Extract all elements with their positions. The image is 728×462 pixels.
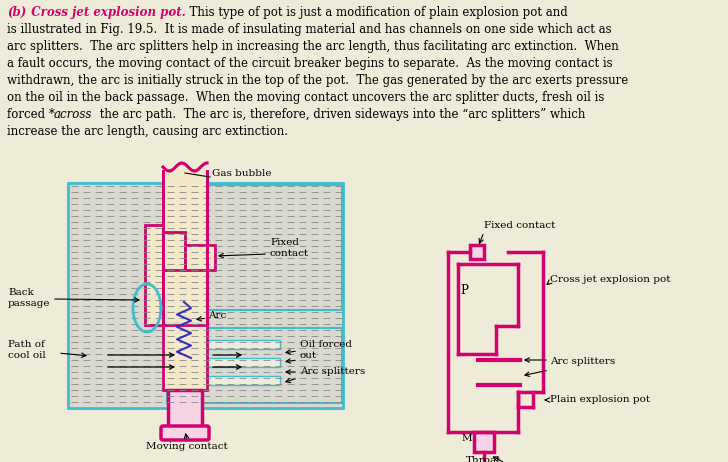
Text: Plain explosion pot: Plain explosion pot [550,395,650,405]
Text: This type of pot is just a modification of plain explosion pot and: This type of pot is just a modification … [182,6,568,19]
Text: Cross jet explosion pot: Cross jet explosion pot [550,275,670,285]
Text: withdrawn, the arc is initially struck in the top of the pot.  The gas generated: withdrawn, the arc is initially struck i… [7,74,628,87]
Bar [68,183,343,408]
Text: Arc splitters: Arc splitters [550,358,615,366]
Bar [474,432,494,452]
Bar [163,167,207,322]
Bar [163,325,207,390]
Text: Path of
cool oil: Path of cool oil [8,340,46,360]
Text: Arc: Arc [208,311,226,321]
Text: forced *: forced * [7,108,55,121]
Bar [168,390,202,428]
Text: Gas bubble: Gas bubble [212,170,272,178]
Text: Arc splitters: Arc splitters [300,367,365,377]
Text: Oil forced
out: Oil forced out [300,340,352,360]
Text: Fixed
contact: Fixed contact [270,238,309,258]
Text: (b): (b) [7,6,26,19]
Text: Fixed contact: Fixed contact [484,221,555,230]
Text: is illustrated in Fig. 19.5.  It is made of insulating material and has channels: is illustrated in Fig. 19.5. It is made … [7,23,612,36]
Text: a fault occurs, the moving contact of the circuit breaker begins to separate.  A: a fault occurs, the moving contact of th… [7,57,613,70]
Text: on the oil in the back passage.  When the moving contact uncovers the arc splitt: on the oil in the back passage. When the… [7,91,604,104]
Bar [167,328,342,403]
Bar [185,245,215,270]
Text: Cross jet explosion pot.: Cross jet explosion pot. [23,6,186,19]
Text: P: P [460,284,468,297]
Bar [185,340,280,349]
Bar [163,232,185,270]
Text: arc splitters.  The arc splitters help in increasing the arc length, thus facili: arc splitters. The arc splitters help in… [7,40,619,53]
Bar [470,245,484,259]
Text: Moving contact: Moving contact [146,442,228,451]
Text: the arc path.  The arc is, therefore, driven sideways into the “arc splitters” w: the arc path. The arc is, therefore, dri… [96,108,585,121]
Text: Back
passage: Back passage [8,288,50,308]
Bar [145,225,163,325]
Text: Throat: Throat [467,456,502,462]
Bar [185,376,280,385]
Bar [167,185,342,310]
Bar [68,183,343,408]
Bar [185,358,280,367]
Text: across: across [54,108,92,121]
Text: M: M [462,434,472,443]
FancyBboxPatch shape [161,426,209,440]
Text: increase the arc length, causing arc extinction.: increase the arc length, causing arc ext… [7,125,288,138]
